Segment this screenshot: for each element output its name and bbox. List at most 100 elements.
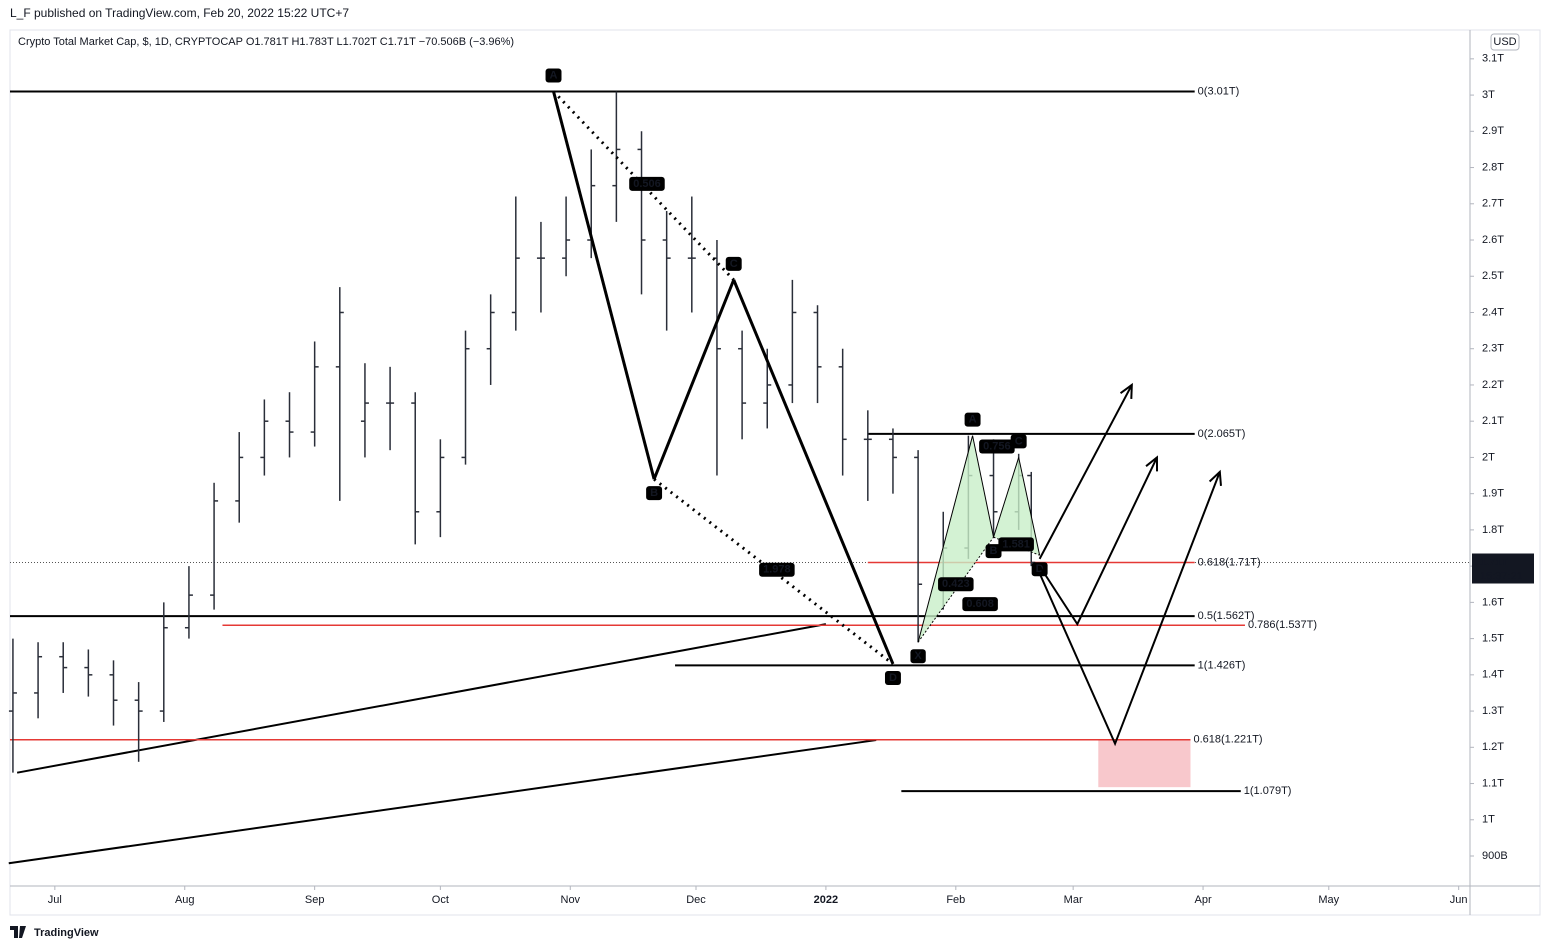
- pattern-ratio: 1.581: [1002, 538, 1030, 550]
- pattern-leg: [972, 435, 995, 538]
- publisher: L_F published on TradingView.com, Feb 20…: [10, 6, 349, 20]
- trendline: [8, 739, 877, 865]
- y-tick-label: 3.1T: [1482, 53, 1504, 65]
- pattern-ratio-box: [962, 597, 998, 612]
- pattern-leg: [917, 435, 974, 643]
- y-tick-label: 1.2T: [1482, 741, 1504, 753]
- y-tick-label: 2T: [1482, 451, 1495, 463]
- pattern-point: C: [1015, 435, 1023, 447]
- fib-label: 1(1.079T): [1244, 785, 1292, 797]
- y-tick-label: 1T: [1482, 814, 1495, 826]
- y-tick-label: 1.5T: [1482, 633, 1504, 645]
- pattern-fill: [993, 457, 1040, 556]
- y-tick-label: 2.2T: [1482, 379, 1504, 391]
- x-tick-label: Aug: [175, 894, 195, 906]
- pattern-point: A: [550, 69, 558, 81]
- y-tick-label: 2.9T: [1482, 125, 1504, 137]
- y-tick-label: 2.6T: [1482, 234, 1504, 246]
- pattern-point: A: [969, 414, 977, 426]
- pattern-point: C: [730, 258, 738, 270]
- pattern-point-box: [910, 649, 926, 664]
- pattern-point-box: [646, 486, 663, 501]
- y-tick-label: 1.9T: [1482, 488, 1504, 500]
- pattern-ratio-box: [979, 439, 1015, 454]
- pattern-point-box: [725, 256, 742, 271]
- y-tick-label: 2.7T: [1482, 198, 1504, 210]
- x-tick-label: Apr: [1194, 894, 1211, 906]
- fib-label: 0.618(1.71T): [1198, 556, 1261, 568]
- pattern-point: D: [1036, 563, 1044, 575]
- y-tick-label: 900B: [1482, 850, 1508, 862]
- projection-arrow: [1145, 455, 1159, 472]
- pattern-leg: [732, 279, 895, 665]
- pattern-ratio-line: [552, 90, 735, 281]
- pattern-leg: [652, 279, 736, 480]
- pattern-ratio: 0.756: [983, 440, 1011, 452]
- y-tick-label: 1.1T: [1482, 777, 1504, 789]
- y-tick-label: 1.8T: [1482, 524, 1504, 536]
- fib-label: 0(3.01T): [1198, 85, 1240, 97]
- fib-label: 0(2.065T): [1198, 428, 1246, 440]
- x-tick-label: Mar: [1064, 894, 1083, 906]
- pattern-point-box: [964, 412, 981, 427]
- pattern-ratio: 0.423: [942, 578, 970, 590]
- currency-box[interactable]: [1490, 33, 1520, 51]
- target-zone: [1098, 739, 1191, 788]
- fib-label: 0.5(1.562T): [1198, 610, 1255, 622]
- pattern-point: B: [650, 487, 658, 499]
- fib-label: 0.618(1.221T): [1193, 734, 1262, 746]
- frame: [9, 29, 1541, 916]
- pattern-point-box: [884, 670, 901, 685]
- pattern-point-box: [545, 68, 562, 83]
- pattern-ratio-box: [759, 562, 795, 577]
- pattern-ratio: 0.608: [966, 598, 994, 610]
- brand-logo: [10, 926, 26, 938]
- currency[interactable]: USD: [1493, 36, 1516, 48]
- last-price-label: 1.71T: [1480, 556, 1508, 568]
- pattern-ratio: 1.978: [763, 564, 791, 576]
- x-tick-label: May: [1318, 894, 1339, 906]
- brand: TradingView: [34, 927, 99, 939]
- pattern-ratio-box: [629, 176, 665, 191]
- chart-title: Crypto Total Market Cap, $, 1D, CRYPTOCA…: [18, 36, 514, 48]
- x-tick-label: 2022: [814, 894, 838, 906]
- pattern-point-box: [985, 544, 1002, 559]
- pattern-leg: [993, 457, 1020, 538]
- pattern-point: D: [889, 672, 897, 684]
- projection: [1038, 384, 1133, 560]
- last-price-box: [1472, 553, 1534, 584]
- y-tick-label: 2.3T: [1482, 343, 1504, 355]
- pattern-leg: [552, 91, 656, 480]
- y-tick-label: 1.3T: [1482, 705, 1504, 717]
- countdown: 15:37:21: [1480, 570, 1523, 582]
- y-tick-label: 1.6T: [1482, 596, 1504, 608]
- pattern-leg: [1018, 457, 1041, 556]
- fib-label: 1(1.426T): [1198, 659, 1246, 671]
- pattern-ratio-line: [653, 477, 894, 666]
- pattern-point: X: [914, 650, 922, 662]
- projection-arrow: [1208, 469, 1222, 486]
- y-tick-label: 2.4T: [1482, 306, 1504, 318]
- trendline: [16, 623, 827, 774]
- pattern-point-box: [1010, 434, 1027, 449]
- y-tick-label: 2.1T: [1482, 415, 1504, 427]
- x-tick-label: Nov: [561, 894, 581, 906]
- x-tick-label: Jun: [1450, 894, 1468, 906]
- fib-label: 0.786(1.537T): [1248, 619, 1317, 631]
- projection: [1038, 456, 1158, 627]
- x-tick-label: Dec: [686, 894, 706, 906]
- y-tick-label: 2.5T: [1482, 270, 1504, 282]
- pattern-ratio: 0.506: [633, 178, 661, 190]
- projection: [1038, 471, 1221, 747]
- pattern-point: B: [990, 545, 998, 557]
- x-tick-label: Sep: [305, 894, 325, 906]
- projection-arrow: [1119, 382, 1133, 399]
- x-tick-label: Oct: [432, 894, 449, 906]
- pattern-ratio-box: [938, 577, 974, 592]
- pattern-fill: [918, 435, 994, 643]
- x-tick-label: Feb: [946, 894, 965, 906]
- y-tick-label: 2.8T: [1482, 161, 1504, 173]
- pattern-ratio-box: [998, 537, 1034, 552]
- x-tick-label: Jul: [48, 894, 62, 906]
